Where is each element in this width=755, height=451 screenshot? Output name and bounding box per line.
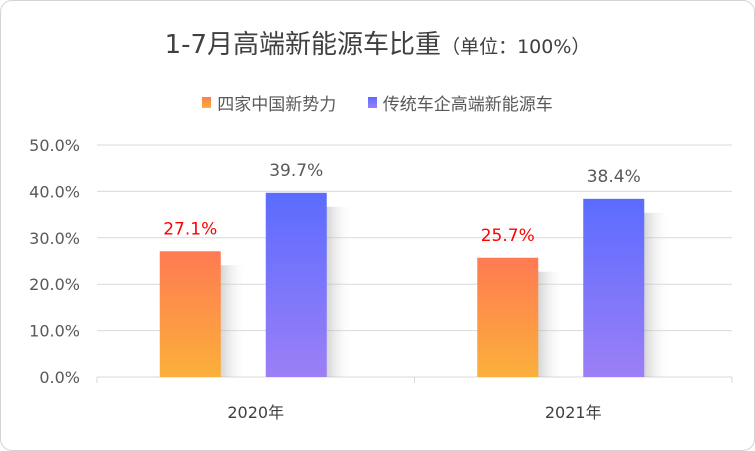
bar — [265, 192, 327, 377]
legend-item-series-2: 传统车企高端新能源车 — [367, 90, 553, 115]
bar — [583, 198, 645, 377]
bar — [159, 251, 221, 377]
chart-legend: 四家中国新势力 传统车企高端新能源车 — [0, 90, 755, 115]
data-label: 25.7% — [481, 226, 535, 246]
legend-item-series-1: 四家中国新势力 — [202, 90, 336, 115]
chart-title-block: 1-7月高端新能源车比重（单位：100%） — [0, 24, 755, 61]
chart-subtitle: （单位：100%） — [441, 36, 591, 58]
bar — [477, 257, 539, 377]
y-tick-label: 50.0% — [29, 136, 80, 155]
y-tick-label: 20.0% — [29, 275, 80, 294]
data-label: 38.4% — [587, 167, 641, 187]
bar-shadow — [534, 271, 565, 377]
data-label: 39.7% — [269, 161, 323, 181]
y-tick-label: 30.0% — [29, 229, 80, 248]
legend-label-series-1: 四家中国新势力 — [217, 95, 337, 115]
bar-shadow — [216, 265, 247, 377]
chart-title: 1-7月高端新能源车比重 — [164, 30, 442, 60]
data-label: 27.1% — [163, 219, 217, 239]
legend-label-series-2: 传统车企高端新能源车 — [382, 95, 553, 115]
bar-shadow — [640, 212, 671, 377]
bar-shadow — [322, 206, 353, 377]
legend-swatch-series-2 — [367, 97, 377, 108]
y-tick-label: 10.0% — [29, 322, 80, 341]
y-tick-label: 40.0% — [29, 182, 80, 201]
x-category-label: 2021年 — [545, 403, 602, 422]
y-tick-label: 0.0% — [39, 368, 80, 387]
x-category-label: 2020年 — [227, 403, 284, 422]
legend-swatch-series-1 — [202, 97, 212, 108]
